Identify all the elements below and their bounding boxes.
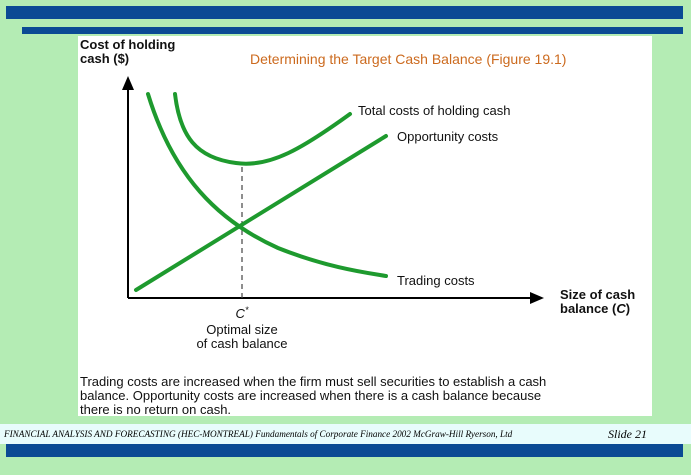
trading-costs-curve — [146, 92, 388, 278]
slide-title: Determining the Target Cash Balance (Fig… — [250, 51, 566, 67]
caption-line: Trading costs are increased when the fir… — [80, 374, 547, 389]
y-axis-label-line-2: cash ($) — [80, 51, 129, 66]
total-costs-label: Total costs of holding cash — [358, 103, 510, 118]
slide-panel: Determining the Target Cash Balance (Fig… — [78, 36, 652, 417]
opportunity-costs-curve — [134, 134, 388, 292]
bottom-banner-bar — [6, 444, 683, 457]
y-axis-arrowhead — [122, 76, 134, 90]
caption-line: balance. Opportunity costs are increased… — [80, 388, 542, 403]
optimum-marker: C* — [236, 305, 249, 321]
opportunity-costs-label: Opportunity costs — [397, 129, 499, 144]
sub-banner-bar — [22, 27, 683, 34]
y-axis-label-line-1: Cost of holding — [80, 37, 175, 52]
x-axis-label-line-2: balance (C) — [560, 301, 630, 316]
x-axis-arrowhead — [530, 292, 544, 304]
optimum-label-line-1: Optimal size — [206, 322, 278, 337]
caption-line: there is no return on cash. — [80, 402, 232, 417]
slide-footer: FINANCIAL ANALYSIS AND FORECASTING (HEC-… — [0, 424, 691, 444]
total-costs-curve — [173, 92, 352, 166]
footer-source: FINANCIAL ANALYSIS AND FORECASTING (HEC-… — [4, 429, 513, 439]
trading-costs-label: Trading costs — [397, 273, 475, 288]
slide-number: Slide 21 — [608, 427, 647, 441]
top-banner-bar — [6, 6, 683, 19]
x-axis-label-line-1: Size of cash — [560, 287, 635, 302]
slide-caption: Trading costs are increased when the fir… — [78, 375, 652, 417]
cash-balance-diagram: Determining the Target Cash Balance (Fig… — [80, 37, 635, 351]
optimum-label-line-2: of cash balance — [196, 336, 287, 351]
